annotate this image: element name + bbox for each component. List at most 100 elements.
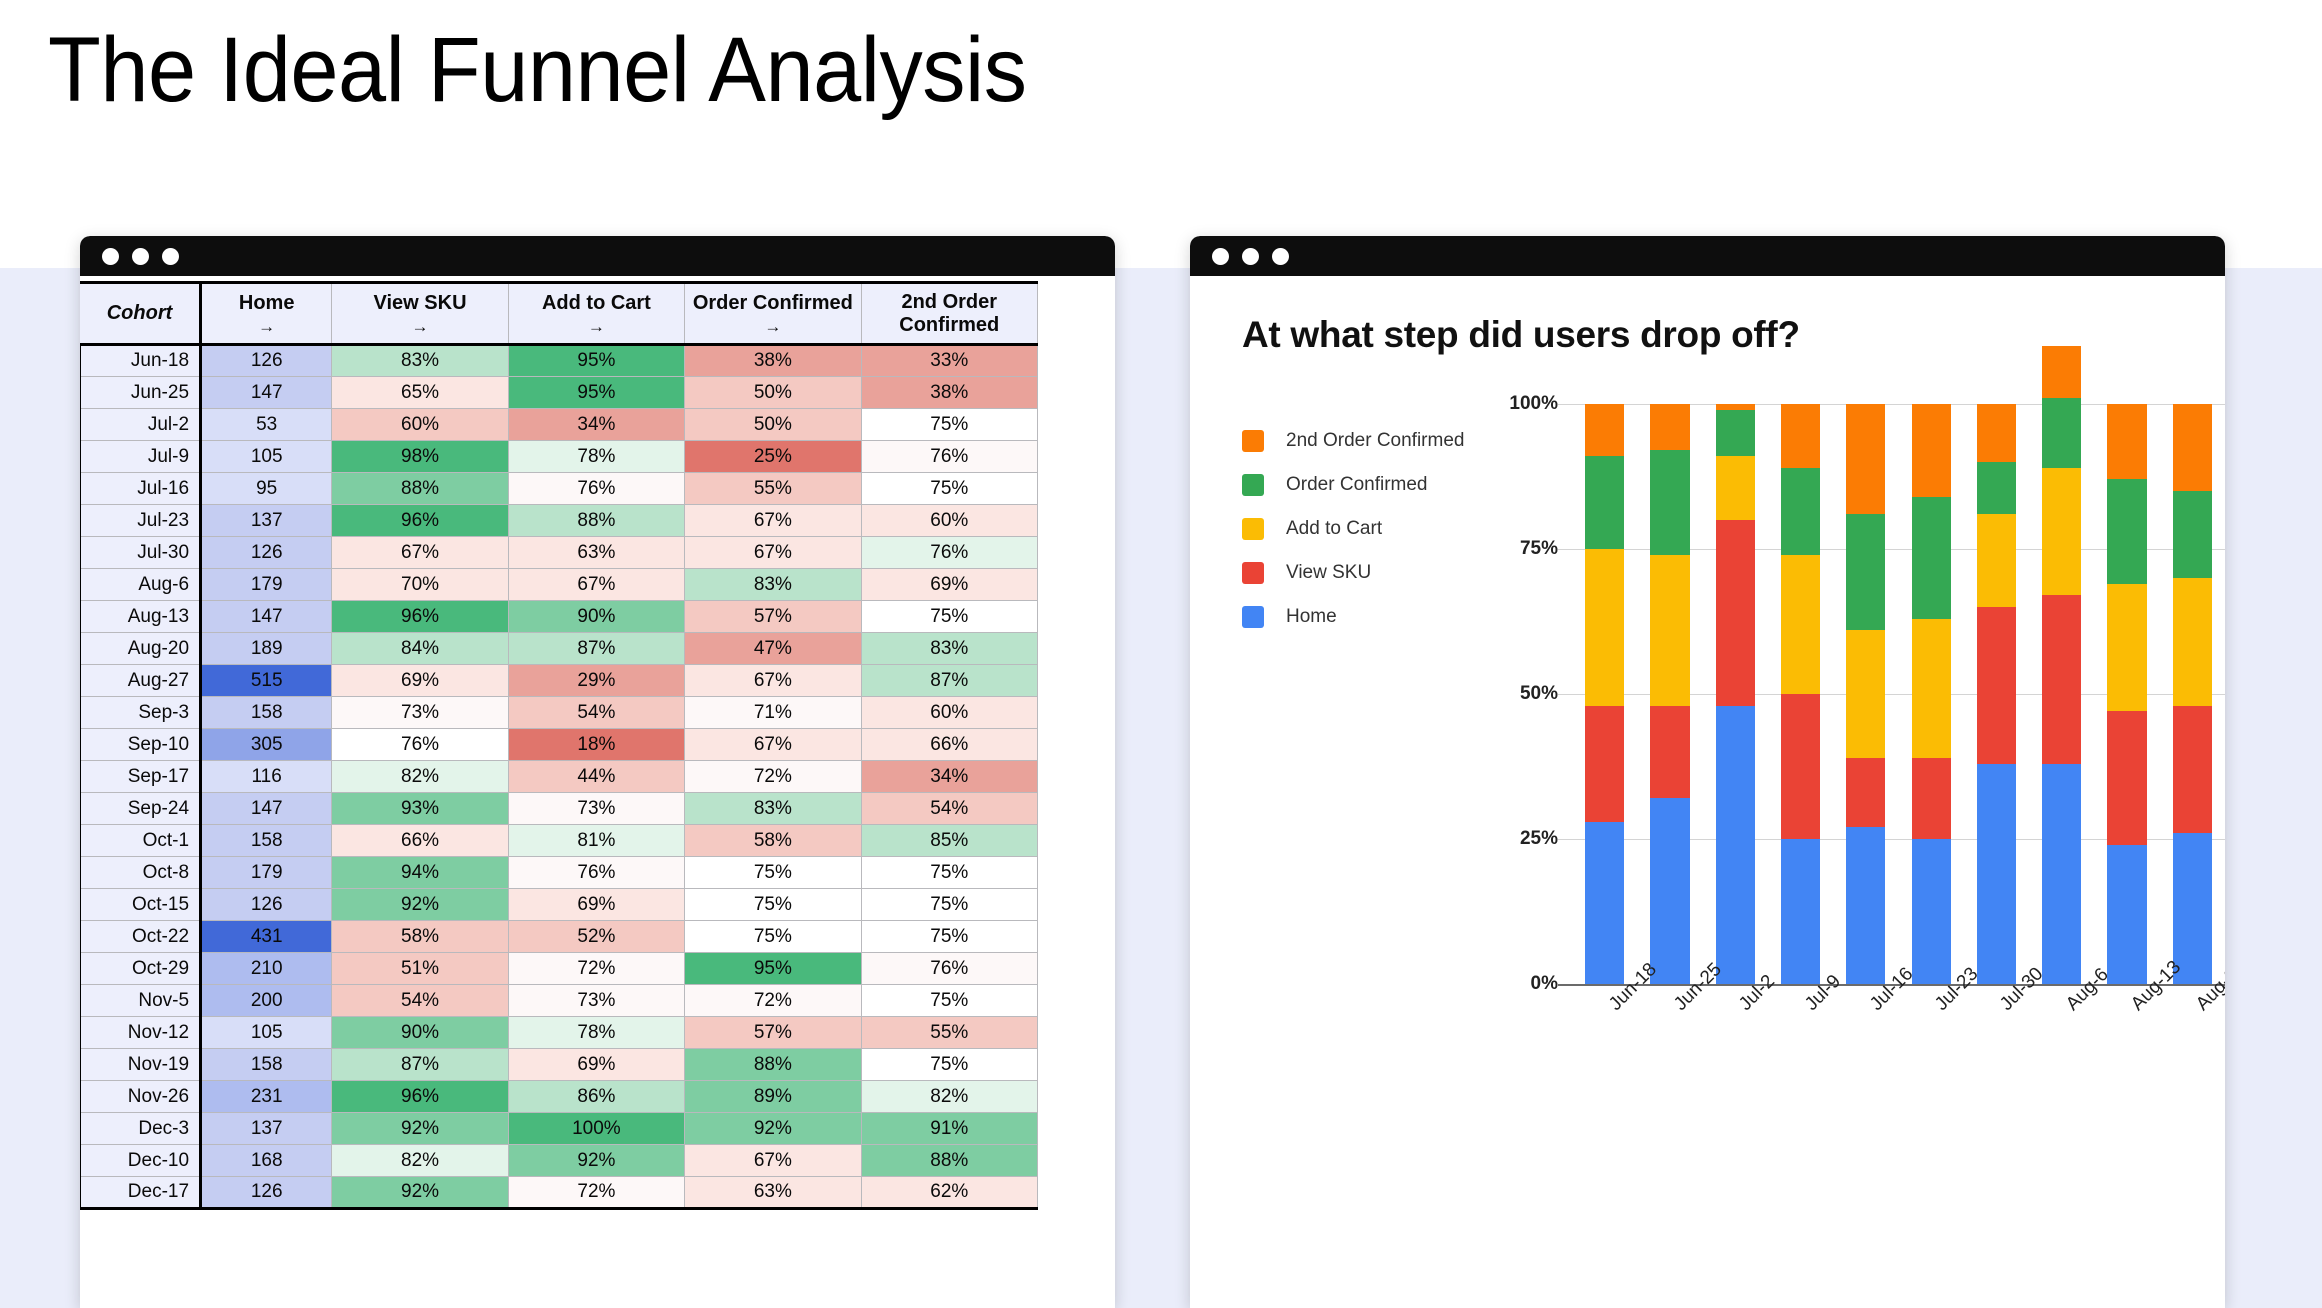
second-order-confirmed-cell: 76% xyxy=(860,536,1039,569)
arrow-right-icon: → xyxy=(764,317,782,336)
table-row[interactable]: Aug-6 179 70% 67% 83% 69% xyxy=(80,568,1039,601)
legend-item-home[interactable]: Home xyxy=(1242,606,1500,628)
x-label-slot: Jul-2 xyxy=(1703,971,1779,1112)
table-row[interactable]: Aug-20 189 84% 87% 47% 83% xyxy=(80,632,1039,665)
table-row[interactable]: Sep-17 116 82% 44% 72% 34% xyxy=(80,760,1039,793)
stacked-bar[interactable] xyxy=(2042,346,2082,984)
view-sku-cell: 90% xyxy=(331,1016,509,1049)
table-row[interactable]: Nov-26 231 96% 86% 89% 82% xyxy=(80,1080,1039,1113)
table-row[interactable]: Oct-29 210 51% 72% 95% 76% xyxy=(80,952,1039,985)
view-sku-cell: 70% xyxy=(331,568,509,601)
bar-segment-home xyxy=(2172,833,2212,984)
view-sku-cell: 87% xyxy=(331,1048,509,1081)
order-confirmed-cell: 58% xyxy=(684,824,862,857)
order-confirmed-cell: 72% xyxy=(684,760,862,793)
minimize-icon[interactable] xyxy=(132,247,149,265)
stacked-bar[interactable] xyxy=(1846,404,1886,984)
close-icon[interactable] xyxy=(102,247,119,265)
y-axis-tick-label: 0% xyxy=(1530,973,1558,994)
second-order-confirmed-cell: 34% xyxy=(860,760,1039,793)
x-label-slot: Jun-25 xyxy=(1637,959,1726,1112)
second-order-confirmed-cell: 76% xyxy=(860,952,1039,985)
column-header-cohort: Cohort xyxy=(80,281,202,346)
bar-segment-home xyxy=(1846,827,1886,984)
legend-label: 2nd Order Confirmed xyxy=(1286,430,1465,451)
cohort-cell: Jul-30 xyxy=(80,536,202,569)
table-row[interactable]: Jul-9 105 98% 78% 25% 76% xyxy=(80,440,1039,473)
table-row[interactable]: Dec-10 168 82% 92% 67% 88% xyxy=(80,1144,1039,1177)
order-confirmed-cell: 67% xyxy=(684,504,862,537)
legend-item-view-sku[interactable]: View SKU xyxy=(1242,562,1500,584)
home-count-cell: 105 xyxy=(199,1016,333,1049)
table-row[interactable]: Oct-22 431 58% 52% 75% 75% xyxy=(80,920,1039,953)
bar-column-jul-16[interactable] xyxy=(1833,404,1898,984)
legend-item-2nd-order-confirmed[interactable]: 2nd Order Confirmed xyxy=(1242,430,1500,452)
x-label-slot: Jul-30 xyxy=(1964,963,2047,1112)
table-row[interactable]: Jul-30 126 67% 63% 67% 76% xyxy=(80,536,1039,569)
close-icon[interactable] xyxy=(1212,247,1229,265)
stacked-bar[interactable] xyxy=(1650,404,1690,984)
table-row[interactable]: Nov-19 158 87% 69% 88% 75% xyxy=(80,1048,1039,1081)
bar-segment-home xyxy=(1585,821,1625,984)
cohort-table-scroll[interactable]: Cohort Home → View SKU → Add to Cart → Order Co… xyxy=(80,276,1115,1308)
table-row[interactable]: Oct-8 179 94% 76% 75% 75% xyxy=(80,856,1039,889)
stacked-bar[interactable] xyxy=(1715,404,1755,984)
table-row[interactable]: Oct-1 158 66% 81% 58% 85% xyxy=(80,824,1039,857)
stacked-bar[interactable] xyxy=(2107,404,2147,984)
table-row[interactable]: Oct-15 126 92% 69% 75% 75% xyxy=(80,888,1039,921)
bar-column-jul-30[interactable] xyxy=(1964,404,2029,984)
cohort-cell: Nov-5 xyxy=(80,984,202,1017)
x-label-slot: Aug-20 xyxy=(2160,957,2225,1112)
bar-segment-view-sku xyxy=(1585,705,1625,822)
bar-column-aug-6[interactable] xyxy=(2029,346,2094,984)
home-count-cell: 126 xyxy=(199,888,333,921)
bar-column-jun-18[interactable] xyxy=(1572,404,1637,984)
table-row[interactable]: Jun-25 147 65% 95% 50% 38% xyxy=(80,376,1039,409)
stacked-bar[interactable] xyxy=(1780,404,1821,984)
cohort-cell: Oct-8 xyxy=(80,856,202,889)
bar-column-jun-25[interactable] xyxy=(1637,404,1702,984)
y-axis: 0% 25% 50% 75% 100% xyxy=(1500,393,1566,994)
table-row[interactable]: Aug-13 147 96% 90% 57% 75% xyxy=(80,600,1039,633)
bar-column-jul-23[interactable] xyxy=(1898,404,1963,984)
table-row[interactable]: Nov-12 105 90% 78% 57% 55% xyxy=(80,1016,1039,1049)
bar-column-jul-2[interactable] xyxy=(1703,404,1768,984)
minimize-icon[interactable] xyxy=(1242,247,1259,265)
view-sku-cell: 82% xyxy=(331,1144,509,1177)
stacked-bar[interactable] xyxy=(1911,404,1951,984)
table-row[interactable]: Aug-27 515 69% 29% 67% 87% xyxy=(80,664,1039,697)
table-row[interactable]: Jun-18 126 83% 95% 38% 33% xyxy=(80,344,1039,377)
table-row[interactable]: Sep-10 305 76% 18% 67% 66% xyxy=(80,728,1039,761)
maximize-icon[interactable] xyxy=(1272,247,1289,265)
table-row[interactable]: Jul-23 137 96% 88% 67% 60% xyxy=(80,504,1039,537)
table-row[interactable]: Sep-24 147 93% 73% 83% 54% xyxy=(80,792,1039,825)
table-row[interactable]: Dec-3 137 92% 100% 92% 91% xyxy=(80,1112,1039,1145)
add-to-cart-cell: 54% xyxy=(507,696,686,729)
bar-segment-2nd-order-confirmed xyxy=(1715,404,1755,410)
chart-window-titlebar xyxy=(1190,236,2225,276)
add-to-cart-cell: 78% xyxy=(507,1016,686,1049)
bar-column-jul-9[interactable] xyxy=(1768,404,1833,984)
view-sku-cell: 96% xyxy=(331,504,509,537)
bar-segment-2nd-order-confirmed xyxy=(2107,404,2147,480)
maximize-icon[interactable] xyxy=(162,247,179,265)
stacked-bar[interactable] xyxy=(2172,404,2212,984)
table-row[interactable]: Dec-17 126 92% 72% 63% 62% xyxy=(80,1176,1039,1210)
page-title: The Ideal Funnel Analysis xyxy=(48,19,1027,121)
table-row[interactable]: Sep-3 158 73% 54% 71% 60% xyxy=(80,696,1039,729)
column-header-label: Home xyxy=(238,292,295,314)
cohort-cell: Nov-19 xyxy=(80,1048,202,1081)
stacked-bar[interactable] xyxy=(1585,404,1625,984)
legend-item-order-confirmed[interactable]: Order Confirmed xyxy=(1242,474,1500,496)
table-row[interactable]: Jul-16 95 88% 76% 55% 75% xyxy=(80,472,1039,505)
bar-column-aug-13[interactable] xyxy=(2094,404,2159,984)
y-axis-tick-label: 100% xyxy=(1509,393,1558,414)
chart-window: At what step did users drop off? 2nd Ord… xyxy=(1190,236,2225,1308)
table-row[interactable]: Jul-2 53 60% 34% 50% 75% xyxy=(80,408,1039,441)
stacked-bar[interactable] xyxy=(1976,404,2017,984)
second-order-confirmed-cell: 75% xyxy=(860,1048,1039,1081)
table-row[interactable]: Nov-5 200 54% 73% 72% 75% xyxy=(80,984,1039,1017)
arrow-right-icon: → xyxy=(411,317,429,336)
legend-item-add-to-cart[interactable]: Add to Cart xyxy=(1242,518,1500,540)
bar-column-aug-20[interactable] xyxy=(2160,404,2225,984)
